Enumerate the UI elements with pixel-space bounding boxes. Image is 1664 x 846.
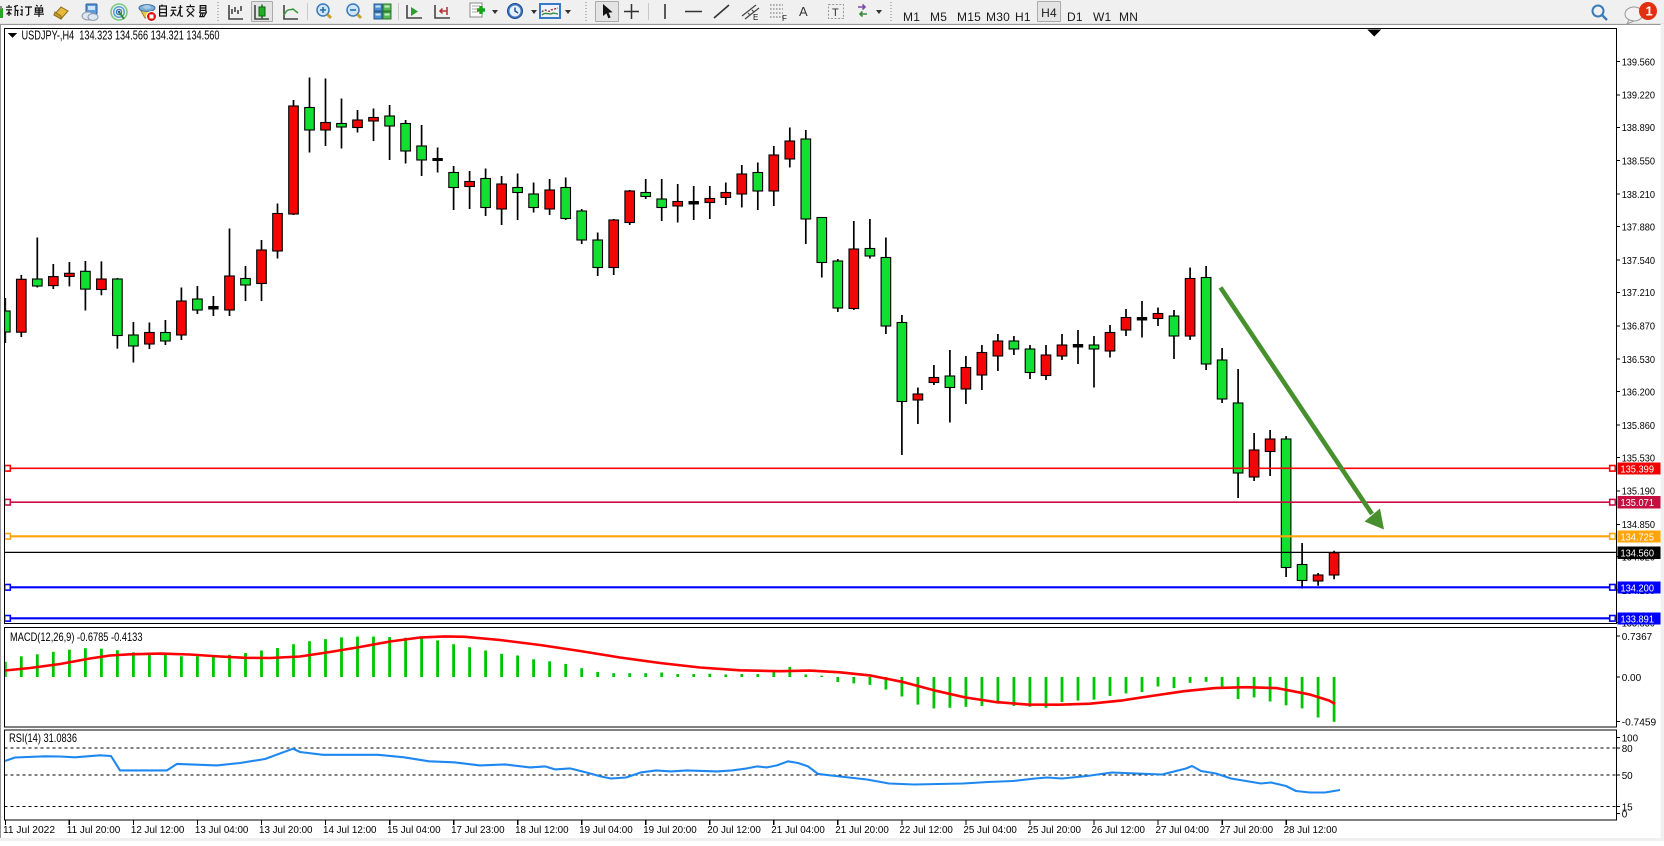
svg-text:134.850: 134.850 <box>1622 519 1655 531</box>
svg-text:137.880: 137.880 <box>1622 221 1655 233</box>
svg-text:13 Jul 04:00: 13 Jul 04:00 <box>195 824 249 836</box>
svg-text:RSI(14) 31.0836: RSI(14) 31.0836 <box>9 731 77 745</box>
svg-text:22 Jul 12:00: 22 Jul 12:00 <box>899 824 953 836</box>
svg-text:133.891: 133.891 <box>1621 613 1655 625</box>
svg-text:-0.7459: -0.7459 <box>1622 717 1657 729</box>
svg-text:19 Jul 20:00: 19 Jul 20:00 <box>643 824 697 836</box>
svg-text:T: T <box>832 7 839 19</box>
svg-text:139.220: 139.220 <box>1622 90 1655 102</box>
svg-text:15 Jul 04:00: 15 Jul 04:00 <box>387 824 441 836</box>
svg-text:14 Jul 12:00: 14 Jul 12:00 <box>323 824 377 836</box>
svg-text:138.550: 138.550 <box>1622 156 1655 168</box>
svg-text:138.210: 138.210 <box>1622 189 1655 201</box>
svg-text:0: 0 <box>1622 809 1628 821</box>
svg-text:135.860: 135.860 <box>1622 420 1655 432</box>
svg-text:134.725: 134.725 <box>1621 531 1655 543</box>
svg-text:21 Jul 04:00: 21 Jul 04:00 <box>771 824 825 836</box>
svg-text:134.200: 134.200 <box>1621 582 1655 594</box>
svg-text:18 Jul 12:00: 18 Jul 12:00 <box>515 824 569 836</box>
svg-text:80: 80 <box>1622 743 1633 755</box>
svg-text:27 Jul 20:00: 27 Jul 20:00 <box>1220 824 1274 836</box>
svg-text:20 Jul 12:00: 20 Jul 12:00 <box>707 824 761 836</box>
svg-text:0.00: 0.00 <box>1622 672 1642 684</box>
svg-text:136.870: 136.870 <box>1622 321 1655 333</box>
svg-text:12 Jul 12:00: 12 Jul 12:00 <box>131 824 185 836</box>
svg-text:137.210: 137.210 <box>1622 287 1655 299</box>
svg-text:50: 50 <box>1622 770 1633 782</box>
svg-text:135.071: 135.071 <box>1621 497 1655 509</box>
svg-text:135.190: 135.190 <box>1622 486 1655 498</box>
svg-text:27 Jul 04:00: 27 Jul 04:00 <box>1156 824 1210 836</box>
svg-text:135.399: 135.399 <box>1621 463 1655 475</box>
svg-text:139.560: 139.560 <box>1622 56 1655 68</box>
svg-text:11 Jul 20:00: 11 Jul 20:00 <box>67 824 121 836</box>
svg-text:136.530: 136.530 <box>1622 354 1655 366</box>
svg-text:19 Jul 04:00: 19 Jul 04:00 <box>579 824 633 836</box>
svg-text:26 Jul 12:00: 26 Jul 12:00 <box>1092 824 1146 836</box>
svg-text:25 Jul 20:00: 25 Jul 20:00 <box>1028 824 1082 836</box>
svg-text:0.7367: 0.7367 <box>1622 631 1653 643</box>
svg-text:13 Jul 20:00: 13 Jul 20:00 <box>259 824 313 836</box>
svg-text:F: F <box>782 14 787 22</box>
svg-text:136.200: 136.200 <box>1622 386 1655 398</box>
svg-text:E: E <box>753 13 758 22</box>
svg-text:1: 1 <box>1646 4 1653 19</box>
svg-text:134.560: 134.560 <box>1621 547 1655 559</box>
svg-text:137.540: 137.540 <box>1622 255 1655 267</box>
svg-text:25 Jul 04:00: 25 Jul 04:00 <box>963 824 1017 836</box>
svg-text:21 Jul 20:00: 21 Jul 20:00 <box>835 824 889 836</box>
svg-text:MACD(12,26,9) -0.6785 -0.4133: MACD(12,26,9) -0.6785 -0.4133 <box>10 630 143 644</box>
svg-text:28 Jul 12:00: 28 Jul 12:00 <box>1284 824 1338 836</box>
svg-text:138.890: 138.890 <box>1622 122 1655 134</box>
svg-text:USDJPY-,H4 134.323 134.566 13: USDJPY-,H4 134.323 134.566 134.321 134.5… <box>22 29 220 43</box>
svg-text:11 Jul 2022: 11 Jul 2022 <box>3 824 55 836</box>
svg-text:17 Jul 23:00: 17 Jul 23:00 <box>451 824 505 836</box>
